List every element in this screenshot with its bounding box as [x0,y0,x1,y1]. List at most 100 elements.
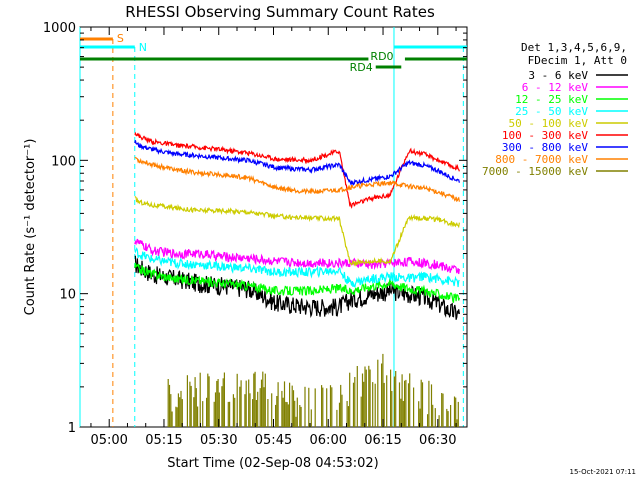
series-bar-7000-15000-kev [181,399,183,427]
series-bar-7000-15000-kev [244,394,246,427]
legend-label-7000-15000-kev: 7000 - 15000 keV [482,165,588,178]
rd0-flag-label: RD0 [370,50,393,63]
x-tick-label: 06:15 [364,433,401,448]
series-bar-7000-15000-kev [223,372,225,427]
series-bar-7000-15000-kev [404,380,406,427]
series-bar-7000-15000-kev [391,391,393,427]
series-line-6-12-kev [134,238,460,275]
y-tick-label: 10 [59,288,76,303]
series-bar-7000-15000-kev [216,380,218,427]
series-bar-7000-15000-kev [364,366,366,427]
legend-label-100-300-kev: 100 - 300 keV [502,129,588,142]
series-bar-7000-15000-kev [180,390,182,427]
series-bar-7000-15000-kev [254,371,256,427]
series-bar-7000-15000-kev [361,373,364,427]
series-bar-7000-15000-kev [177,393,179,427]
legend-label-50-100-kev: 50 - 100 keV [509,117,589,130]
series-bar-7000-15000-kev [271,393,273,427]
series-bar-7000-15000-kev [194,377,196,427]
series-bar-7000-15000-kev [253,373,255,427]
series-bar-7000-15000-kev [289,382,291,427]
series-bar-7000-15000-kev [208,376,210,427]
series-bar-7000-15000-kev [207,373,209,427]
series-bar-7000-15000-kev [428,380,430,427]
series-bar-7000-15000-kev [347,406,349,427]
series-bar-7000-15000-kev [338,402,341,427]
series-bar-7000-15000-kev [352,382,355,427]
series-bar-7000-15000-kev [340,384,342,427]
series-bar-7000-15000-kev [331,387,333,427]
series-bar-7000-15000-kev [229,401,231,427]
series-bar-7000-15000-kev [446,408,448,427]
series-bar-7000-15000-kev [420,379,422,427]
x-tick-label: 05:30 [200,433,237,448]
chart-title: RHESSI Observing Summary Count Rates [125,3,435,21]
x-tick-label: 05:00 [90,433,127,448]
series-bar-7000-15000-kev [193,397,195,427]
series-bar-7000-15000-kev [176,407,178,427]
x-tick-label: 06:00 [310,433,347,448]
n-flag-label: N [139,41,147,54]
series-bar-7000-15000-kev [427,414,429,427]
series-bar-7000-15000-kev [197,406,199,427]
series-bar-7000-15000-kev [382,353,384,427]
series-bar-7000-15000-kev [447,411,449,427]
series-bar-7000-15000-kev [407,383,410,427]
series-bar-7000-15000-kev [287,404,289,427]
series-bar-7000-15000-kev [195,388,197,427]
series-bar-7000-15000-kev [286,402,288,427]
series-bar-7000-15000-kev [346,401,348,427]
legend-label-800-7000-kev: 800 - 7000 keV [495,153,588,166]
series-bar-7000-15000-kev [381,363,383,427]
series-bar-7000-15000-kev [349,372,351,427]
series-bar-7000-15000-kev [222,378,224,427]
series-bar-7000-15000-kev [179,397,181,427]
series-bar-7000-15000-kev [329,385,332,427]
series-bar-7000-15000-kev [441,393,443,427]
series-line-3-6-kev [134,255,460,320]
series-line-50-100-kev [134,196,460,267]
series-bar-7000-15000-kev [245,380,247,427]
series-bar-7000-15000-kev [214,392,217,427]
series-bar-7000-15000-kev [171,411,173,427]
timestamp: 15-Oct-2021 07:11 [570,468,636,476]
series-bar-7000-15000-kev [292,390,295,427]
series-bar-7000-15000-kev [167,379,169,427]
series-bar-7000-15000-kev [304,386,306,427]
x-tick-label: 05:45 [255,433,292,448]
series-bar-7000-15000-kev [369,369,371,427]
series-bar-7000-15000-kev [322,387,324,427]
series-line-12-25-kev [134,262,460,303]
series-bar-7000-15000-kev [234,397,236,427]
series-bar-7000-15000-kev [326,388,328,427]
series-bar-7000-15000-kev [240,380,242,427]
series-bar-7000-15000-kev [377,359,379,427]
series-bar-7000-15000-kev [383,382,385,427]
series-bar-7000-15000-kev [432,404,434,427]
series-bar-7000-15000-kev [281,390,283,427]
x-tick-label: 05:15 [145,433,182,448]
series-bar-7000-15000-kev [398,382,401,427]
s-flag-label: S [117,32,124,45]
series-bar-7000-15000-kev [262,371,264,427]
series-bar-7000-15000-kev [419,408,421,427]
series-line-300-800-kev [134,140,460,187]
series-bar-7000-15000-kev [400,398,402,427]
legend-label-25-50-kev: 25 - 50 keV [515,105,588,118]
x-axis-label: Start Time (02-Sep-08 04:53:02) [167,456,378,471]
plot-frame [79,26,468,428]
series-bar-7000-15000-kev [405,379,407,427]
series-bar-7000-15000-kev [221,386,223,427]
legend-label-300-800-kev: 300 - 800 keV [502,141,588,154]
series-bar-7000-15000-kev [263,387,265,427]
series-bar-7000-15000-kev [314,388,316,427]
y-tick-label: 1000 [43,21,76,36]
series-bar-7000-15000-kev [360,396,362,427]
series-bar-7000-15000-kev [190,385,192,427]
series-bar-7000-15000-kev [218,392,220,427]
series-bar-7000-15000-kev [321,385,323,427]
series-bar-7000-15000-kev [296,397,298,427]
y-tick-label: 100 [51,154,76,169]
